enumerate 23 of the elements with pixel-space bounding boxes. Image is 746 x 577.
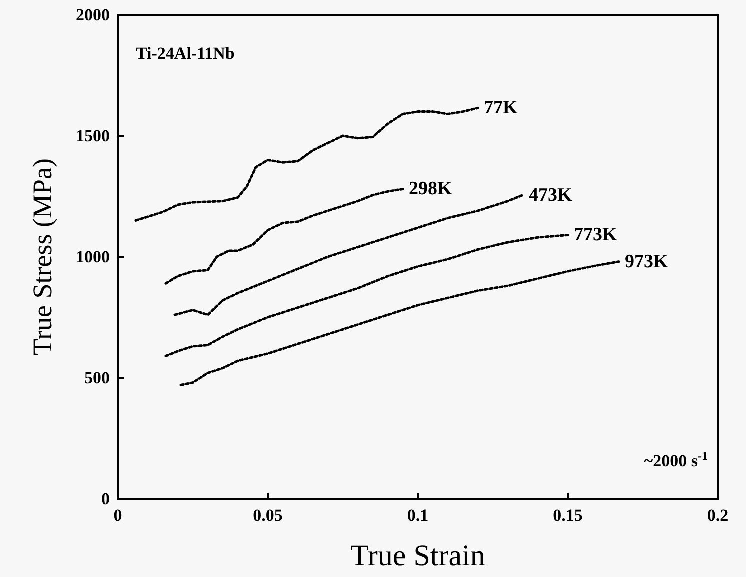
x-tick-label: 0 (114, 506, 122, 525)
y-tick-label: 1500 (76, 126, 110, 146)
line-series (134, 106, 480, 222)
x-tick-label: 0.15 (553, 506, 583, 525)
x-tick-label: 0.2 (707, 506, 729, 525)
series-label: 298K (409, 178, 452, 200)
x-tick-label: 0.1 (407, 506, 429, 525)
x-axis-title: True Strain (350, 540, 486, 572)
y-tick-label: 2000 (76, 6, 110, 24)
series-label: 77K (484, 98, 518, 119)
line-series (164, 234, 570, 358)
y-tick-label: 500 (84, 368, 110, 388)
series-label: 773K (574, 224, 618, 246)
y-tick-label: 0 (102, 490, 110, 508)
y-tick-label: 1000 (76, 248, 110, 266)
annotation: Ti-24Al-11Nb (136, 44, 235, 63)
y-axis-title: True Stress (MPa) (28, 158, 58, 356)
series-label: 973K (625, 251, 668, 272)
x-tick-label: 0.05 (253, 506, 283, 525)
line-series (174, 194, 524, 316)
line-series (164, 188, 404, 285)
line-series (180, 260, 620, 387)
series-label: 473K (529, 184, 572, 206)
